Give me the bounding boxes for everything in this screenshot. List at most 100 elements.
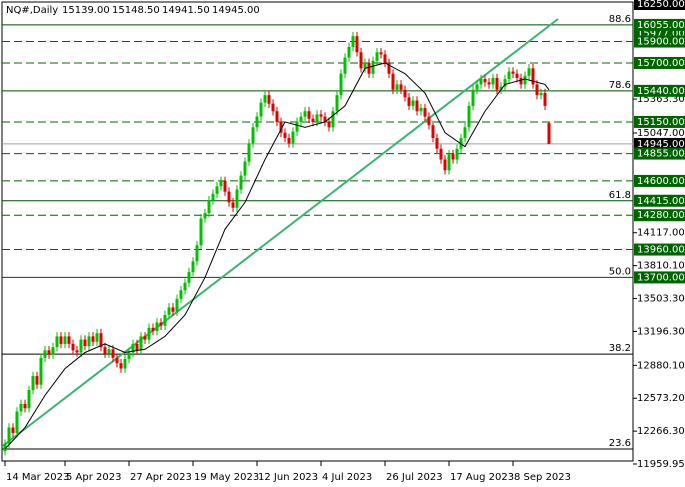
y-tick-label: 12880.10 bbox=[637, 360, 685, 371]
candle-body bbox=[323, 116, 327, 122]
candle-body bbox=[55, 336, 59, 348]
candle-body bbox=[343, 57, 347, 74]
level-box bbox=[634, 115, 685, 128]
candle-body bbox=[63, 336, 67, 344]
candle-body bbox=[143, 336, 147, 340]
candle-body bbox=[19, 403, 23, 412]
header-value: 14945.00 bbox=[212, 5, 260, 16]
candle-body bbox=[407, 97, 411, 106]
candle-body bbox=[259, 102, 263, 117]
candle-body bbox=[315, 114, 319, 122]
candle-body bbox=[135, 343, 139, 351]
x-tick-label: 26 Jul 2023 bbox=[386, 472, 443, 483]
y-tick-label: 13196.30 bbox=[637, 326, 685, 337]
candle-body bbox=[463, 127, 467, 139]
candle-body bbox=[167, 307, 171, 315]
candle-body bbox=[39, 357, 43, 385]
candle-body bbox=[487, 82, 491, 85]
candle-body bbox=[187, 272, 191, 283]
level-box bbox=[634, 194, 685, 207]
candle-body bbox=[227, 191, 231, 203]
candle-body bbox=[139, 336, 143, 351]
candle-body bbox=[171, 307, 175, 312]
candle-body bbox=[419, 108, 423, 112]
candle-body bbox=[339, 73, 343, 96]
symbol: NQ#,Daily bbox=[6, 5, 58, 16]
candle-body bbox=[131, 343, 135, 353]
candle-body bbox=[467, 105, 471, 128]
candle-body bbox=[303, 111, 307, 117]
candle-body bbox=[451, 154, 455, 160]
candle-body bbox=[527, 68, 531, 76]
candle-body bbox=[319, 114, 323, 117]
candle-body bbox=[539, 92, 543, 96]
candle-body bbox=[531, 68, 535, 85]
level-label: 15977.00 bbox=[637, 28, 685, 39]
candle-body bbox=[399, 84, 403, 90]
candle-body bbox=[207, 200, 211, 214]
candle-body bbox=[495, 77, 499, 90]
level-label: 14855.00 bbox=[637, 149, 685, 160]
candle-body bbox=[271, 103, 275, 112]
y-tick-label: 13503.30 bbox=[637, 294, 685, 305]
candle-body bbox=[239, 175, 243, 190]
candle-body bbox=[179, 290, 183, 299]
candle-body bbox=[247, 143, 251, 162]
candle-body bbox=[387, 62, 391, 74]
candle-body bbox=[383, 54, 387, 63]
candle-body bbox=[307, 111, 311, 119]
candle-body bbox=[191, 261, 195, 273]
level-box bbox=[634, 271, 685, 284]
x-tick-label: 27 Apr 2023 bbox=[130, 472, 192, 483]
candle-body bbox=[331, 111, 335, 128]
candle-body bbox=[483, 79, 487, 83]
candle-body bbox=[299, 116, 303, 122]
candle-body bbox=[335, 95, 339, 112]
candle-body bbox=[447, 154, 451, 171]
candle-body bbox=[515, 73, 519, 78]
candle-body bbox=[163, 314, 167, 326]
fib-ratio: 88.6 bbox=[609, 14, 631, 25]
candle-body bbox=[523, 75, 527, 85]
level-box bbox=[634, 243, 685, 256]
header: NQ#,Daily bbox=[6, 5, 58, 16]
fib-ratio: 50.0 bbox=[609, 266, 631, 277]
y-tick-label: 15363.30 bbox=[637, 94, 685, 105]
candle-body bbox=[455, 148, 459, 160]
fib-ratio: 38.2 bbox=[609, 343, 631, 354]
candle-body bbox=[499, 86, 503, 90]
candle-body bbox=[431, 125, 435, 139]
level-label: 14280.00 bbox=[637, 210, 685, 221]
level-label: 14415.00 bbox=[637, 196, 685, 207]
candle-body bbox=[423, 108, 427, 117]
level-label: 15150.00 bbox=[637, 117, 685, 128]
candle-body bbox=[111, 349, 115, 358]
y-tick-label: 15047.00 bbox=[637, 128, 685, 139]
candle-body bbox=[71, 343, 75, 351]
candle-body bbox=[283, 132, 287, 139]
candle-body bbox=[391, 73, 395, 90]
level-box bbox=[634, 56, 685, 69]
candle-body bbox=[471, 89, 475, 106]
candle-body bbox=[367, 62, 371, 74]
x-tick-label: 14 Mar 2023 bbox=[6, 472, 69, 483]
candle-body bbox=[31, 376, 35, 391]
candle-body bbox=[351, 36, 355, 47]
candle-body bbox=[511, 71, 515, 74]
candle-body bbox=[363, 62, 367, 69]
candle-body bbox=[99, 333, 103, 348]
candle-body bbox=[119, 363, 123, 369]
candle-body bbox=[27, 390, 31, 409]
x-tick-label: 4 Jul 2023 bbox=[322, 472, 372, 483]
candle-body bbox=[215, 186, 219, 194]
candle-body bbox=[107, 349, 111, 354]
trendline bbox=[2, 18, 559, 447]
candle-body bbox=[115, 357, 119, 364]
x-tick-label: 8 Sep 2023 bbox=[514, 472, 571, 483]
fib-ratio: 23.6 bbox=[609, 438, 631, 449]
candle-body bbox=[183, 282, 187, 291]
candle-body bbox=[211, 193, 215, 201]
candle-body bbox=[347, 46, 351, 58]
candle-body bbox=[231, 202, 235, 208]
